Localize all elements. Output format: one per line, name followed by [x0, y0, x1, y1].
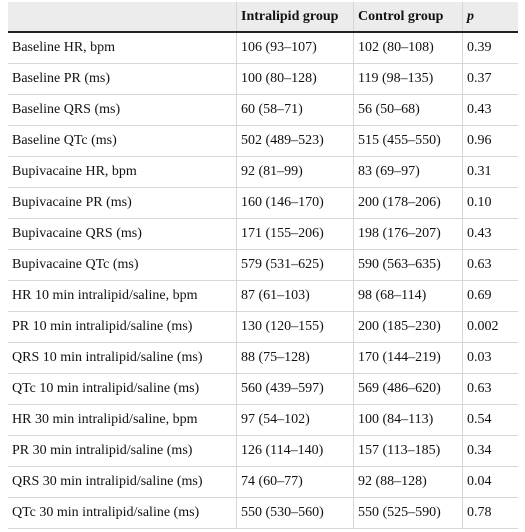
table-cell: 200 (178–206) — [353, 187, 463, 219]
table-row: Bupivacaine QRS (ms) 171 (155–206) 198 (17… — [8, 218, 518, 250]
table-cell: 0.002 — [462, 311, 518, 343]
table-row: Bupivacaine HR, bpm 92 (81–99) 83 (69–97) 0… — [8, 156, 518, 188]
header-cell: Intralipid group — [236, 2, 354, 33]
header-row: Intralipid group Control group p — [8, 2, 518, 33]
row-label: Bupivacaine HR, bpm — [8, 156, 237, 188]
table-row: Baseline QTc (ms) 502 (489–523) 515 (455–5… — [8, 125, 518, 157]
table-cell: 0.43 — [462, 94, 518, 126]
table-header: Intralipid group Control group p — [8, 2, 518, 33]
table-cell: 0.31 — [462, 156, 518, 188]
table-row: QTc 30 min intralipid/saline (ms) 550 (53… — [8, 497, 518, 529]
row-label: QTc 10 min intralipid/saline (ms) — [8, 373, 237, 405]
table-cell: 102 (80–108) — [353, 32, 463, 64]
header-cell: p — [462, 2, 518, 33]
header-cell: Control group — [353, 2, 463, 33]
table-cell: 126 (114–140) — [236, 435, 354, 467]
row-label: PR 30 min intralipid/saline (ms) — [8, 435, 237, 467]
table-cell: 87 (61–103) — [236, 280, 354, 312]
table-row: PR 30 min intralipid/saline (ms) 126 (114… — [8, 435, 518, 467]
table-cell: 550 (525–590) — [353, 497, 463, 529]
table-cell: 106 (93–107) — [236, 32, 354, 64]
row-label: QRS 30 min intralipid/saline (ms) — [8, 466, 237, 498]
table-row: Bupivacaine PR (ms) 160 (146–170) 200 (178… — [8, 187, 518, 219]
table-cell: 88 (75–128) — [236, 342, 354, 374]
table-cell: 92 (81–99) — [236, 156, 354, 188]
table-cell: 171 (155–206) — [236, 218, 354, 250]
table-row: QTc 10 min intralipid/saline (ms) 560 (43… — [8, 373, 518, 405]
row-label: HR 10 min intralipid/saline, bpm — [8, 280, 237, 312]
table-cell: 0.63 — [462, 249, 518, 281]
table-cell: 100 (80–128) — [236, 63, 354, 95]
table-cell: 98 (68–114) — [353, 280, 463, 312]
row-label: HR 30 min intralipid/saline, bpm — [8, 404, 237, 436]
table-cell: 515 (455–550) — [353, 125, 463, 157]
table-cell: 569 (486–620) — [353, 373, 463, 405]
table-row: PR 10 min intralipid/saline (ms) 130 (120… — [8, 311, 518, 343]
table-cell: 0.04 — [462, 466, 518, 498]
row-label: Bupivacaine PR (ms) — [8, 187, 237, 219]
row-label: Bupivacaine QTc (ms) — [8, 249, 237, 281]
table-cell: 579 (531–625) — [236, 249, 354, 281]
table-cell: 83 (69–97) — [353, 156, 463, 188]
row-label: Bupivacaine QRS (ms) — [8, 218, 237, 250]
table-cell: 0.63 — [462, 373, 518, 405]
table-cell: 0.37 — [462, 63, 518, 95]
row-label: QRS 10 min intralipid/saline (ms) — [8, 342, 237, 374]
row-label: Baseline QTc (ms) — [8, 125, 237, 157]
table-cell: 60 (58–71) — [236, 94, 354, 126]
row-label: PR 10 min intralipid/saline (ms) — [8, 311, 237, 343]
table-cell: 0.10 — [462, 187, 518, 219]
table-row: QRS 30 min intralipid/saline (ms) 74 (60–… — [8, 466, 518, 498]
table-cell: 590 (563–635) — [353, 249, 463, 281]
table-body: Baseline HR, bpm 106 (93–107) 102 (80–108)… — [8, 32, 518, 529]
table-cell: 157 (113–185) — [353, 435, 463, 467]
table-cell: 0.39 — [462, 32, 518, 64]
table-cell: 0.69 — [462, 280, 518, 312]
table-row: Bupivacaine QTc (ms) 579 (531–625) 590 (56… — [8, 249, 518, 281]
table-cell: 560 (439–597) — [236, 373, 354, 405]
table-row: QRS 10 min intralipid/saline (ms) 88 (75–… — [8, 342, 518, 374]
table-cell: 550 (530–560) — [236, 497, 354, 529]
table-cell: 200 (185–230) — [353, 311, 463, 343]
table-cell: 502 (489–523) — [236, 125, 354, 157]
table-cell: 170 (144–219) — [353, 342, 463, 374]
row-label: Baseline QRS (ms) — [8, 94, 237, 126]
table-cell: 100 (84–113) — [353, 404, 463, 436]
table-row: HR 10 min intralipid/saline, bpm 87 (61–1… — [8, 280, 518, 312]
table-cell: 0.34 — [462, 435, 518, 467]
table-cell: 0.54 — [462, 404, 518, 436]
data-table: Intralipid group Control group p Baseline … — [8, 2, 518, 529]
table-cell: 198 (176–207) — [353, 218, 463, 250]
table-row: Baseline HR, bpm 106 (93–107) 102 (80–108)… — [8, 32, 518, 64]
row-label: Baseline PR (ms) — [8, 63, 237, 95]
table-cell: 97 (54–102) — [236, 404, 354, 436]
header-cell — [8, 2, 237, 33]
row-label: QTc 30 min intralipid/saline (ms) — [8, 497, 237, 529]
table-cell: 74 (60–77) — [236, 466, 354, 498]
table-cell: 160 (146–170) — [236, 187, 354, 219]
table-row: HR 30 min intralipid/saline, bpm 97 (54–1… — [8, 404, 518, 436]
table-cell: 0.03 — [462, 342, 518, 374]
table-cell: 0.96 — [462, 125, 518, 157]
table-cell: 119 (98–135) — [353, 63, 463, 95]
table-cell: 56 (50–68) — [353, 94, 463, 126]
row-label: Baseline HR, bpm — [8, 32, 237, 64]
table-row: Baseline PR (ms) 100 (80–128) 119 (98–135)… — [8, 63, 518, 95]
table-cell: 0.78 — [462, 497, 518, 529]
table-cell: 92 (88–128) — [353, 466, 463, 498]
table-cell: 0.43 — [462, 218, 518, 250]
table-cell: 130 (120–155) — [236, 311, 354, 343]
table-row: Baseline QRS (ms) 60 (58–71) 56 (50–68) 0.4… — [8, 94, 518, 126]
